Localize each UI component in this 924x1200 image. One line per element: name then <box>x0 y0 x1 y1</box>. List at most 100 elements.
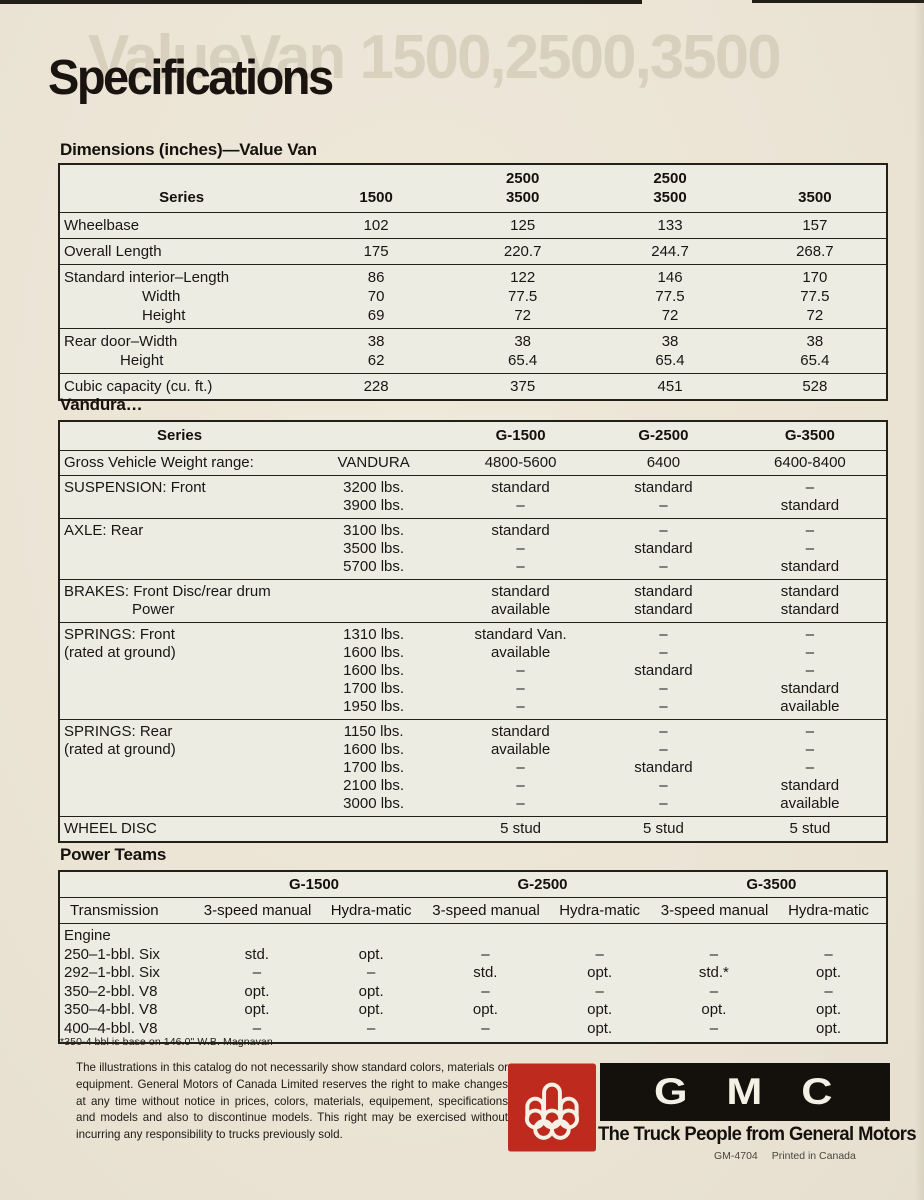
table-cell: standard available <box>448 579 594 623</box>
table-row-group: Rear door–Width Height 38 62 38 65.4 38 65.4 38 6… <box>59 328 887 374</box>
header-row: Series G-1500 G-2500 G-3500 <box>59 421 887 451</box>
series-header: G-3500 <box>656 871 887 898</box>
column-header: G-3500 <box>784 427 835 444</box>
gmc-logo: GMC <box>600 1063 890 1121</box>
table-row-group: SPRINGS: Front (rated at ground) 1310 lbs… <box>59 622 887 720</box>
table-cell: 4800-5600 <box>448 450 594 476</box>
power-teams-heading: Power Teams <box>60 845 167 864</box>
transmission-header-row: Transmission 3-speed manual Hydra-matic 3-s… <box>59 897 887 924</box>
table-cell <box>299 579 449 623</box>
table-cell: 6400 <box>593 450 734 476</box>
legal-disclaimer: The illustrations in this catalog do not… <box>76 1061 508 1142</box>
table-cell: – std.* – opt. – <box>698 945 729 1037</box>
table-cell: 6400-8400 <box>733 450 887 476</box>
table-cell: 375 <box>448 373 597 400</box>
table-cell: Gross Vehicle Weight range: <box>59 450 300 476</box>
table-row-group: Wheelbase 102 125 133 157 <box>59 212 887 239</box>
vandura-heading: Vandura… <box>60 395 143 414</box>
series-header: G-2500 <box>428 871 657 898</box>
column-header: 3-speed manual <box>199 897 315 924</box>
table-cell: 228 <box>303 373 449 400</box>
table-cell: VANDURA <box>299 450 449 476</box>
table-cell: 38 65.4 <box>596 328 744 374</box>
engine-rows: Engine 250–1-bbl. Six 292–1-bbl. Six 350–2-… <box>59 924 887 1044</box>
table-cell: standard – <box>448 475 594 519</box>
table-cell: SUSPENSION: Front <box>59 475 300 519</box>
table-row-group: Overall Length 175 220.7 244.7 268.7 <box>59 238 887 265</box>
table-cell: 1150 lbs. 1600 lbs. 1700 lbs. 2100 lbs. 3000… <box>299 719 449 817</box>
table-cell: AXLE: Rear <box>59 518 300 580</box>
column-header: Hydra-matic <box>314 897 429 924</box>
table-cell <box>299 816 449 842</box>
table-cell: SPRINGS: Rear (rated at ground) <box>59 719 300 817</box>
column-header: 3-speed manual <box>428 897 543 924</box>
table-cell: 220.7 <box>448 238 597 265</box>
table-row-group: SPRINGS: Rear (rated at ground) 1150 lbs.… <box>59 719 887 817</box>
table-cell: – – – standard available <box>733 719 887 817</box>
table-cell: standard available – – – <box>448 719 594 817</box>
table-cell: std. – opt. opt. – <box>244 945 270 1037</box>
table-row-group: Gross Vehicle Weight range: VANDURA 4800-5… <box>59 450 887 476</box>
column-header: Series <box>159 189 205 206</box>
table-row-group: BRAKES: Front Disc/rear drum Power standa… <box>59 579 887 623</box>
table-cell: Overall Length <box>59 238 304 265</box>
ghost-bleedthrough-text: ValueVan 1500,2500,3500 <box>88 23 782 92</box>
table-row-group: SUSPENSION: Front 3200 lbs. 3900 lbs. stan… <box>59 475 887 519</box>
table-cell: Cubic capacity (cu. ft.) <box>59 373 304 400</box>
table-cell: WHEEL DISC <box>59 816 300 842</box>
header-row: Series 1500 2500 3500 2500 3500 3500 <box>59 164 887 213</box>
table-cell: – – standard – – <box>593 622 734 720</box>
series-header-row: G-1500 G-2500 G-3500 <box>59 871 887 898</box>
table-cell: 5 stud <box>448 816 594 842</box>
table-cell: 133 <box>596 212 744 239</box>
column-header: 2500 3500 <box>505 170 540 206</box>
table-cell: Standard interior–Length Width Height <box>59 264 304 329</box>
scan-edge-top-right <box>752 0 924 3</box>
table-cell: 38 62 <box>303 328 449 374</box>
table-cell: 5 stud <box>733 816 887 842</box>
column-header <box>299 421 448 451</box>
table-cell: standard – <box>593 475 734 519</box>
table-cell: standard standard <box>733 579 887 623</box>
table-cell: – opt. – opt. opt. <box>815 945 842 1037</box>
table-cell: 102 <box>303 212 449 239</box>
column-header: Series <box>157 427 203 444</box>
table-row-group: Cubic capacity (cu. ft.) 228 375 451 528 <box>59 373 887 400</box>
table-cell: standard standard <box>593 579 734 623</box>
table-cell: – standard <box>733 475 887 519</box>
table-cell: – standard – <box>593 518 734 580</box>
table-cell: – – standard – – <box>593 719 734 817</box>
dimensions-heading: Dimensions (inches)—Value Van <box>60 140 317 159</box>
column-header: 2500 3500 <box>653 170 687 206</box>
table-cell: 528 <box>743 373 887 400</box>
column-header: G-2500 <box>638 427 689 444</box>
vandura-table-wrap: Series G-1500 G-2500 G-3500 Gross Vehicle We… <box>58 420 888 843</box>
table-cell: Wheelbase <box>59 212 304 239</box>
column-header: Transmission <box>59 897 200 924</box>
blank-cell <box>59 871 200 898</box>
print-code: GM-4704 <box>714 1150 758 1162</box>
power-teams-table: G-1500 G-2500 G-3500 Transmission 3-speed ma… <box>58 870 888 1044</box>
power-teams-footnote: *350-4 bbl is base on 146.0" W.B. Magnav… <box>60 1036 273 1048</box>
table-cell: 3200 lbs. 3900 lbs. <box>299 475 449 519</box>
column-header: Hydra-matic <box>771 897 887 924</box>
table-cell: – – standard <box>733 518 887 580</box>
page-title: Specifications <box>48 49 334 105</box>
table-row-group: AXLE: Rear 3100 lbs. 3500 lbs. 5700 lbs. st… <box>59 518 887 580</box>
column-header: 3-speed manual <box>656 897 772 924</box>
table-cell: 3100 lbs. 3500 lbs. 5700 lbs. <box>299 518 449 580</box>
table-cell: 1310 lbs. 1600 lbs. 1600 lbs. 1700 lbs. 1950… <box>299 622 449 720</box>
column-header: 1500 <box>359 189 393 206</box>
table-row-group: Standard interior–Length Width Height 86 70 6… <box>59 264 887 329</box>
table-cell: standard – – <box>448 518 594 580</box>
dim-mount-table: Series 1500 2500 3500 2500 3500 3500 Wheelbas… <box>58 163 888 401</box>
table-cell: 146 77.5 72 <box>596 264 744 329</box>
table-cell: 5 stud <box>593 816 734 842</box>
column-header: Hydra-matic <box>542 897 657 924</box>
table-cell: standard Van. available – – – <box>448 622 594 720</box>
table-row-group: WHEEL DISC 5 stud 5 stud 5 stud <box>59 816 887 842</box>
table-cell: 38 65.4 <box>743 328 887 374</box>
table-cell: 244.7 <box>596 238 744 265</box>
gmc-logo-letters: GMC <box>654 1071 872 1112</box>
